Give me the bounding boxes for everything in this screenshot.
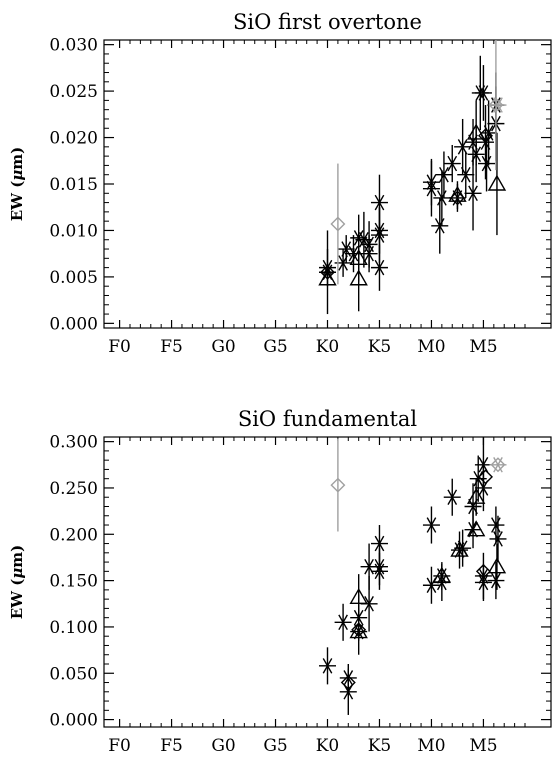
data-point-triangle bbox=[349, 248, 368, 266]
data-point-asterisk bbox=[457, 166, 475, 183]
data-point-asterisk bbox=[370, 194, 388, 211]
data-point-asterisk bbox=[319, 658, 336, 674]
data-point-triangle bbox=[349, 622, 368, 639]
data-point-triangle bbox=[349, 269, 368, 286]
series-2-triangle bbox=[349, 478, 507, 639]
series-5-asterisk bbox=[489, 97, 507, 113]
data-point-diamond bbox=[330, 477, 346, 493]
data-point-asterisk bbox=[474, 574, 492, 591]
x-tick-label: K0 bbox=[316, 736, 340, 756]
data-point-asterisk bbox=[422, 174, 440, 190]
data-point-diamond bbox=[449, 190, 465, 206]
y-tick-label: 0.000 bbox=[49, 314, 98, 334]
x-tick-label: K5 bbox=[368, 337, 392, 357]
y-tick-label: 0.015 bbox=[49, 175, 98, 195]
x-tick-label: K0 bbox=[316, 337, 340, 357]
data-point-triangle bbox=[487, 557, 507, 574]
data-point-asterisk bbox=[433, 190, 451, 206]
data-point-asterisk bbox=[334, 614, 352, 631]
x-tick-label: G0 bbox=[211, 736, 235, 756]
data-point-asterisk bbox=[487, 517, 505, 533]
y-tick-label: 0.020 bbox=[49, 129, 98, 149]
data-point-asterisk bbox=[435, 166, 453, 183]
data-point-triangle bbox=[487, 174, 507, 191]
data-point-diamond bbox=[320, 264, 335, 280]
data-point-triangle bbox=[448, 185, 467, 202]
x-tick-label: F0 bbox=[108, 337, 131, 357]
y-axis-label: EW (μm) bbox=[8, 545, 26, 620]
series-3-diamond bbox=[340, 469, 493, 691]
y-axis-label: EW (μm) bbox=[8, 147, 26, 222]
y-tick-label: 0.200 bbox=[49, 525, 98, 545]
data-point-triangle bbox=[466, 123, 486, 140]
series-3-diamond bbox=[320, 128, 493, 280]
data-point-triangle bbox=[318, 269, 337, 286]
data-point-asterisk bbox=[360, 236, 378, 253]
series-1-asterisk bbox=[319, 55, 505, 315]
series-5-asterisk bbox=[489, 457, 507, 473]
data-point-diamond bbox=[330, 216, 346, 232]
y-tick-label: 0.010 bbox=[49, 221, 98, 241]
data-point-asterisk bbox=[319, 259, 336, 276]
data-point-asterisk bbox=[443, 155, 461, 172]
data-point-asterisk bbox=[370, 259, 388, 276]
y-tick-label: 0.000 bbox=[49, 711, 98, 731]
x-tick-label: F5 bbox=[160, 337, 183, 357]
data-point-asterisk bbox=[474, 85, 492, 101]
data-point-asterisk bbox=[489, 97, 507, 113]
chart-title: SiO fundamental bbox=[238, 407, 418, 431]
data-point-diamond bbox=[490, 457, 506, 473]
data-point-asterisk bbox=[464, 521, 482, 538]
y-tick-label: 0.300 bbox=[49, 433, 98, 453]
data-point-diamond bbox=[478, 469, 493, 485]
x-tick-label: M0 bbox=[417, 736, 445, 756]
data-point-diamond bbox=[475, 563, 491, 579]
data-point-diamond bbox=[351, 622, 367, 638]
data-point-asterisk bbox=[489, 531, 507, 547]
x-tick-label: G5 bbox=[263, 736, 287, 756]
y-tick-label: 0.030 bbox=[49, 36, 98, 56]
data-point-asterisk bbox=[487, 572, 505, 589]
series-2-triangle bbox=[318, 100, 507, 312]
data-point-triangle bbox=[450, 540, 469, 557]
x-tick-label: M5 bbox=[469, 337, 497, 357]
data-point-asterisk bbox=[443, 489, 461, 505]
y-tick-label: 0.025 bbox=[49, 82, 98, 102]
x-tick-label: M0 bbox=[417, 337, 445, 357]
x-tick-label: F0 bbox=[108, 736, 131, 756]
data-point-asterisk bbox=[489, 457, 507, 473]
y-tick-label: 0.150 bbox=[49, 572, 98, 592]
chart-panel-1: SiO first overtone EW (μm) F0 F5 G0 G5 K0 K5 M0 M… bbox=[8, 10, 552, 357]
data-point-asterisk bbox=[464, 185, 482, 202]
data-point-triangle bbox=[466, 520, 486, 537]
data-point-diamond bbox=[340, 675, 356, 691]
data-point-diamond bbox=[488, 97, 504, 113]
y-tick-label: 0.050 bbox=[49, 664, 98, 684]
data-point-asterisk bbox=[370, 535, 388, 552]
chart-title: SiO first overtone bbox=[233, 10, 422, 34]
x-tick-label: G0 bbox=[211, 337, 235, 357]
x-tick-label: M5 bbox=[469, 736, 497, 756]
chart-panel-2: SiO fundamental EW (μm) F0 F5 G0 G5 K0 K5 M0 M5 0.… bbox=[8, 407, 552, 756]
data-point-triangle bbox=[349, 587, 368, 604]
data-point-diamond bbox=[478, 128, 493, 144]
data-point-asterisk bbox=[370, 558, 388, 575]
series-1-asterisk bbox=[319, 437, 507, 715]
y-tick-label: 0.100 bbox=[49, 618, 98, 638]
x-tick-label: F5 bbox=[160, 736, 183, 756]
y-tick-label: 0.005 bbox=[49, 268, 98, 288]
data-point-triangle bbox=[432, 566, 452, 583]
y-tick-label: 0.250 bbox=[49, 479, 98, 499]
x-tick-label: K5 bbox=[368, 736, 392, 756]
data-point-asterisk bbox=[422, 517, 440, 533]
data-point-triangle bbox=[466, 487, 486, 504]
x-tick-label: G5 bbox=[263, 337, 287, 357]
data-point-asterisk bbox=[431, 218, 449, 234]
series-4-diamond bbox=[330, 438, 506, 532]
data-point-asterisk bbox=[478, 155, 496, 172]
